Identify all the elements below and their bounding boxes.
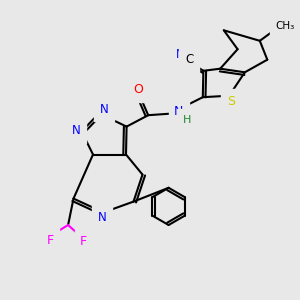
Text: N: N (72, 124, 81, 137)
Text: C: C (185, 53, 193, 66)
Text: F: F (80, 235, 87, 248)
Text: F: F (46, 233, 54, 247)
Text: H: H (183, 115, 191, 125)
Text: N: N (100, 103, 109, 116)
Text: O: O (134, 83, 143, 96)
Text: N: N (174, 105, 184, 119)
Text: N: N (98, 211, 107, 224)
Text: S: S (227, 94, 235, 108)
Text: CH₃: CH₃ (275, 21, 294, 31)
Text: N: N (176, 48, 184, 61)
